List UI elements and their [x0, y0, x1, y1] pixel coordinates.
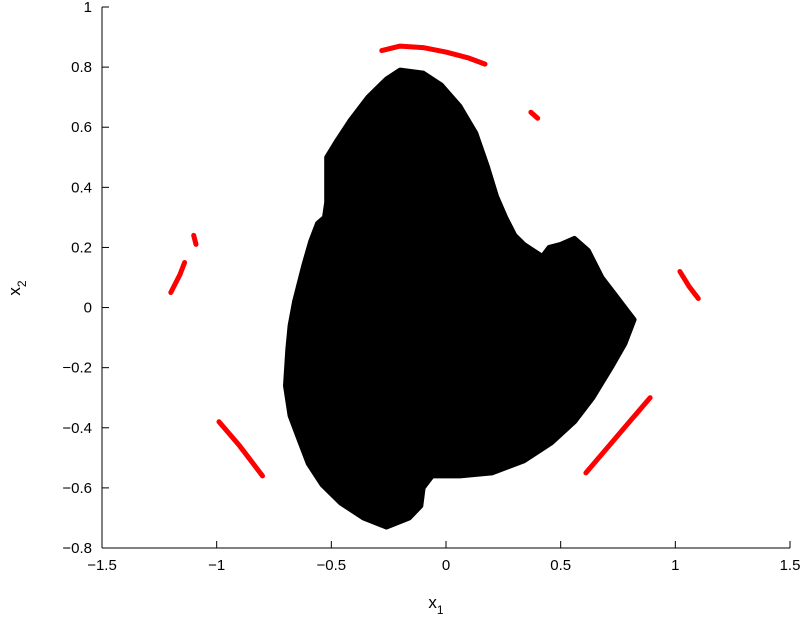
y-tick-label: 0.2	[71, 239, 92, 256]
red-point-arc-5	[677, 269, 701, 301]
red-point-arc-6	[583, 395, 653, 476]
y-tick-label: 0.4	[71, 179, 92, 196]
y-tick-label: 0.8	[71, 59, 92, 76]
y-axis-label-base: x	[5, 287, 24, 296]
x-axis-label-subscript: 1	[437, 603, 444, 617]
x-tick-label: −1	[208, 557, 225, 574]
red-point-arc-3	[191, 232, 199, 247]
y-tick-label: −0.8	[62, 540, 92, 557]
x-tick-label: 1.5	[780, 557, 801, 574]
x-axis-label-base: x	[428, 593, 437, 612]
y-tick-label: −0.6	[62, 480, 92, 497]
data-layer	[168, 43, 701, 530]
x-tick-label: 0	[442, 557, 450, 574]
red-point-arc-7	[216, 419, 265, 479]
y-tick-label: −0.4	[62, 420, 92, 437]
y-tick-label: 0	[84, 300, 92, 317]
y-tick-label: 1	[84, 0, 92, 16]
y-axis-label-subscript: 2	[15, 280, 29, 287]
black-point-cloud	[283, 67, 637, 530]
y-tick-label: −0.2	[62, 360, 92, 377]
x-tick-label: −1.5	[87, 557, 117, 574]
red-point-arc-2	[528, 109, 541, 121]
y-axis-label: x2	[5, 280, 29, 296]
x-tick-label: 1	[671, 557, 679, 574]
x-axis-label: x1	[428, 593, 444, 617]
ticks-layer: −1.5 −1 −0.5 0 0.5 1 1.5 −0.8 −0.6 −0.4 −0.2 0 0.2 0.…	[62, 0, 800, 574]
red-point-arc-1	[379, 43, 488, 67]
y-tick-label: 0.6	[71, 119, 92, 136]
x-tick-label: −0.5	[317, 557, 347, 574]
x-tick-label: 0.5	[550, 557, 571, 574]
red-point-arc-4	[168, 260, 188, 295]
